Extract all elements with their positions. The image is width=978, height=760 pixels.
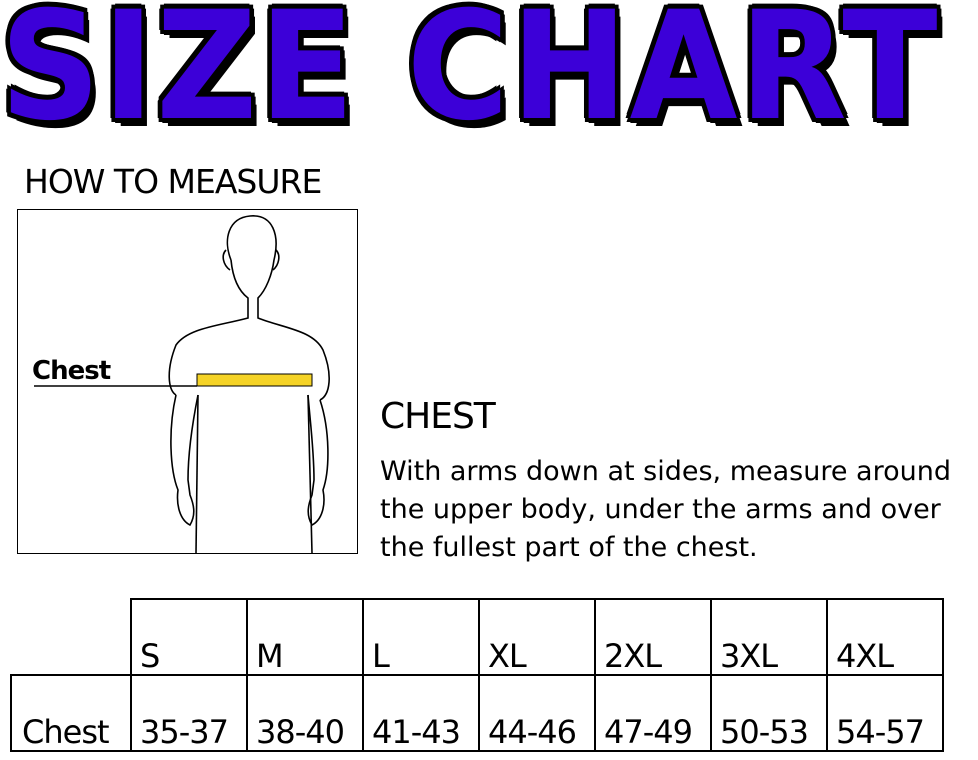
row-label: Chest	[10, 674, 132, 752]
size-header: 4XL	[826, 598, 944, 676]
chest-heading: CHEST	[380, 396, 496, 437]
size-value: 50-53	[710, 674, 828, 752]
size-header: XL	[478, 598, 596, 676]
size-header: 2XL	[594, 598, 712, 676]
page-title: SIZE CHART	[0, 0, 940, 154]
size-header: 3XL	[710, 598, 828, 676]
measuring-tape	[196, 373, 313, 387]
size-value: 47-49	[594, 674, 712, 752]
how-to-measure-heading: HOW TO MEASURE	[24, 162, 322, 201]
measurement-figure: Chest	[17, 209, 358, 554]
size-value: 41-43	[362, 674, 480, 752]
size-header-row: S M L XL 2XL 3XL 4XL	[11, 598, 944, 676]
size-value: 44-46	[478, 674, 596, 752]
size-value: 38-40	[246, 674, 364, 752]
chest-description: With arms down at sides, measure around …	[380, 456, 951, 563]
figure-chest-label: Chest	[32, 356, 111, 386]
size-value: 35-37	[130, 674, 248, 752]
size-header: S	[130, 598, 248, 676]
size-value: 54-57	[826, 674, 944, 752]
table-row: Chest 35-37 38-40 41-43 44-46 47-49 50-5…	[10, 674, 944, 752]
corner-cell	[11, 599, 132, 676]
size-table: S M L XL 2XL 3XL 4XL Chest 35-37 38-40 4…	[10, 598, 944, 752]
body-outline-illustration	[34, 215, 330, 553]
size-header: M	[246, 598, 364, 676]
size-header: L	[362, 598, 480, 676]
